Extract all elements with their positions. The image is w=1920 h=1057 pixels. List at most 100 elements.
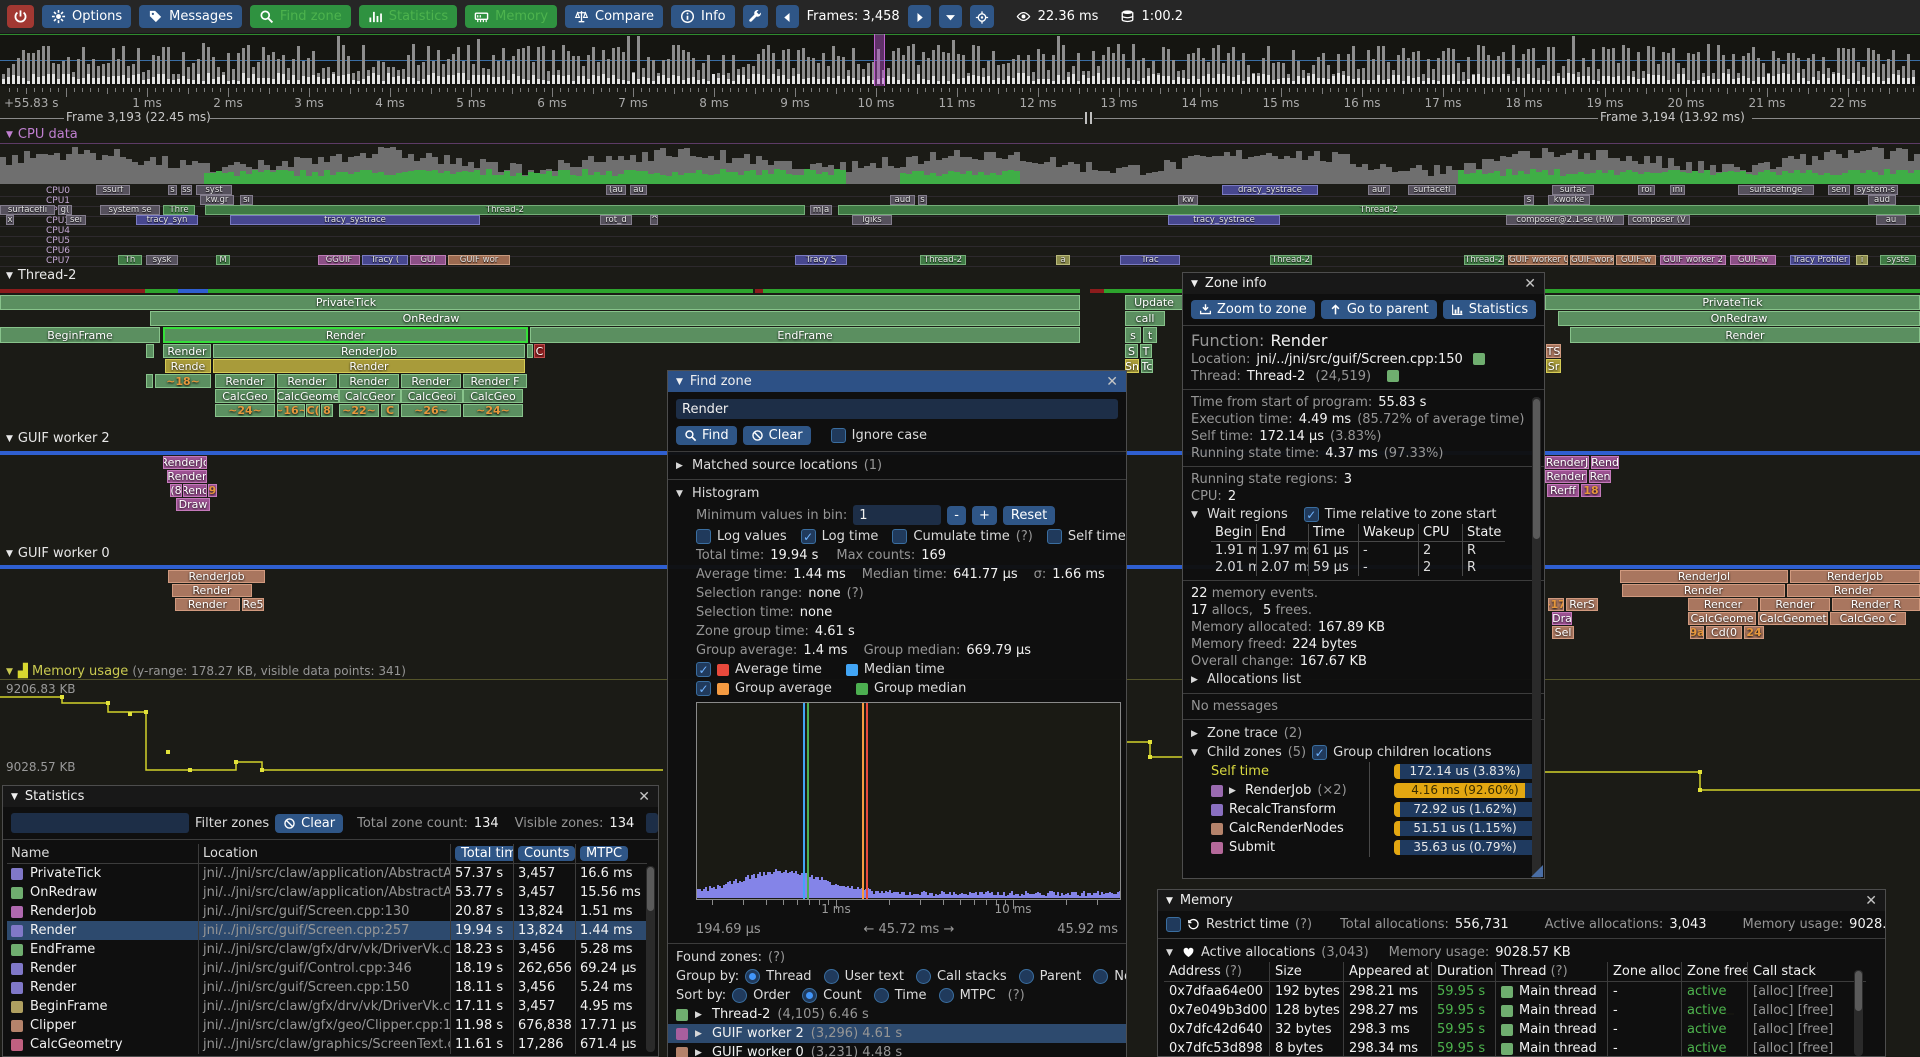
statistics-row[interactable]: EndFrame jni/../jni/src/claw/gfx/drv/vk/D… (7, 940, 654, 959)
cpu-zone[interactable]: GUIF worker 0 (1508, 255, 1568, 265)
memory-allocation-row[interactable]: 0x7dfaa64e00 192 bytes 298.21 ms 59.95 s Mai… (1164, 982, 1879, 1001)
legend-checkbox[interactable]: ✓ (696, 681, 711, 696)
child-zone-row[interactable]: CalcRenderNodes 51.51 us (1.15%) (1183, 819, 1544, 838)
close-icon[interactable]: ✕ (1865, 892, 1877, 909)
secondary-filter-input[interactable] (646, 813, 658, 833)
zone[interactable]: ~26~ (401, 404, 461, 417)
found-zone-thread-row[interactable]: ▶ Thread-2 (4,105) 6.46 s (668, 1005, 1126, 1024)
allocations-list-section[interactable]: Allocations list (1207, 672, 1302, 687)
cpu-zone[interactable]: aud (1868, 195, 1896, 205)
cpu-zone[interactable]: sysk (146, 255, 178, 265)
options-button[interactable]: Options (42, 5, 132, 28)
relative-time-checkbox[interactable]: ✓ (1303, 507, 1319, 522)
power-button[interactable] (7, 5, 34, 28)
zone[interactable]: Render (401, 374, 461, 388)
expander-icon[interactable]: ▶ (676, 460, 683, 471)
cpu-zone[interactable]: GUIF-w (1730, 255, 1776, 265)
zone[interactable]: ~16~ (277, 404, 305, 417)
mem-column-header-duration[interactable]: Duration (1432, 962, 1496, 982)
child-zone-row[interactable]: Submit 35.63 us (0.79%) (1183, 838, 1544, 857)
zone[interactable]: T (1140, 344, 1152, 358)
cpu-zone[interactable]: Tracy ( (362, 255, 408, 265)
zone[interactable]: call (1125, 311, 1165, 326)
zone[interactable]: RenderJo (163, 456, 207, 469)
zone[interactable]: Sel (1552, 626, 1574, 639)
zone[interactable]: RenderJob (168, 570, 265, 583)
zone[interactable]: 9 (208, 484, 217, 497)
zone[interactable]: Render (172, 584, 252, 597)
cpu-zone[interactable]: tracy_systrace (1168, 215, 1280, 225)
cpu-zone[interactable]: ini (1670, 185, 1685, 195)
statistics-row[interactable]: OnRedraw jni/../jni/src/claw/application/… (7, 883, 654, 902)
zone[interactable]: RenderJ (1545, 456, 1589, 469)
cpu-zone[interactable]: Thre (163, 205, 195, 215)
zone[interactable]: Rend (1591, 456, 1619, 469)
cpu-zone[interactable]: ssurf (96, 185, 130, 195)
alloc-call-stack[interactable]: [alloc] [free] (1753, 1003, 1834, 1018)
zone[interactable]: Render (1545, 470, 1587, 483)
zone[interactable]: CalcGeomet (1758, 612, 1828, 625)
column-header-location[interactable]: Location (199, 844, 451, 864)
restrict-time-checkbox[interactable] (1166, 917, 1181, 932)
statistics-row[interactable]: BeginFrame jni/../jni/src/claw/gfx/drv/vk… (7, 997, 654, 1016)
column-header-counts[interactable]: Counts (514, 844, 576, 864)
statistics-row[interactable]: Clipper jni/../jni/src/claw/gfx/geo/Clipp… (7, 1016, 654, 1035)
zone[interactable]: Render (163, 344, 211, 358)
zone[interactable]: ~22~ (339, 404, 379, 417)
cpu-zone[interactable]: surfacefli (0, 205, 55, 215)
zone[interactable]: Render (1570, 327, 1920, 343)
expander-icon[interactable]: ▶ (695, 1047, 702, 1057)
cpu-zone[interactable]: GUIF-w (1616, 255, 1656, 265)
mem-column-header-thread[interactable]: Thread (?) (1496, 962, 1608, 982)
collapse-icon[interactable]: ▼ (1166, 895, 1173, 906)
cpu-zone[interactable]: (au (606, 185, 626, 195)
zone[interactable]: ~24~ (463, 404, 523, 417)
frame-time-graph[interactable] (0, 34, 1920, 86)
cpu-zone[interactable]: Thread-2 (205, 205, 805, 215)
zone[interactable]: C( (306, 404, 320, 417)
memory-allocation-row[interactable]: 0x7e049b3d00 128 bytes 298.27 ms 59.95 s Mai… (1164, 1001, 1879, 1020)
zone[interactable]: RerS (1566, 598, 1598, 611)
cpu-zone[interactable]: Thread-2 (920, 255, 966, 265)
zone[interactable]: RenderJob (213, 344, 525, 358)
zone-info-titlebar[interactable]: ▼ Zone info ✕ (1183, 273, 1544, 294)
column-header-total-time[interactable]: Total tim (451, 844, 514, 864)
zone[interactable]: BeginFrame (0, 327, 160, 343)
group-by-radio-parent[interactable] (1018, 969, 1034, 984)
cpu-zone[interactable]: ss (181, 185, 192, 195)
zone[interactable]: -17 (1548, 598, 1564, 611)
mem-column-header-zone-free[interactable]: Zone free (1682, 962, 1748, 982)
mem-column-header-address[interactable]: Address (?) (1164, 962, 1270, 982)
cpu-zone[interactable]: ^ (650, 215, 658, 225)
expander-icon[interactable]: ▶ (695, 1028, 702, 1039)
statistics-scrollbar[interactable] (646, 866, 655, 1052)
cpu-zone[interactable]: GUIF-work (1570, 255, 1614, 265)
zone[interactable]: ~24~ (215, 404, 275, 417)
find-zone-search-input[interactable] (676, 399, 1118, 419)
child-zone-row[interactable]: Self time 172.14 us (3.83%) (1183, 762, 1544, 781)
cpu-data-header[interactable]: ▼ CPU data (6, 127, 78, 142)
cpu-zone[interactable]: system se (100, 205, 160, 215)
find-zone-titlebar[interactable]: ▼ Find zone ✕ (668, 371, 1126, 392)
alloc-call-stack[interactable]: [alloc] [free] (1753, 1041, 1834, 1056)
compare-button[interactable]: Compare (565, 5, 664, 28)
cpu-zone[interactable]: Trac (1120, 255, 1180, 265)
active-allocations-section[interactable]: Active allocations (1201, 945, 1316, 960)
cpu-zone[interactable]: tracy_syn (136, 215, 198, 225)
cpu-zone[interactable]: Thread-2 (1464, 255, 1504, 265)
expander-icon[interactable]: ▼ (1191, 747, 1198, 758)
cpu-zone[interactable]: kw.gr (200, 195, 234, 205)
zone[interactable]: Ren (1589, 470, 1611, 483)
zone[interactable]: CalcGeoi (401, 389, 463, 403)
zone[interactable]: 8 (321, 404, 333, 417)
zone[interactable]: Rerff (1547, 484, 1579, 497)
ignore-case-checkbox[interactable] (830, 428, 846, 443)
matched-source-locations[interactable]: Matched source locations (692, 458, 858, 473)
zone[interactable]: PrivateTick (1545, 295, 1920, 310)
collapse-icon[interactable]: ▼ (1191, 278, 1198, 289)
resize-grip[interactable] (1531, 865, 1543, 877)
zone[interactable]: Update (1125, 295, 1183, 310)
group-by-radio-thread[interactable] (745, 969, 761, 984)
zone[interactable]: OnRedraw (1558, 311, 1920, 326)
cpu-zone[interactable]: x (6, 215, 14, 225)
